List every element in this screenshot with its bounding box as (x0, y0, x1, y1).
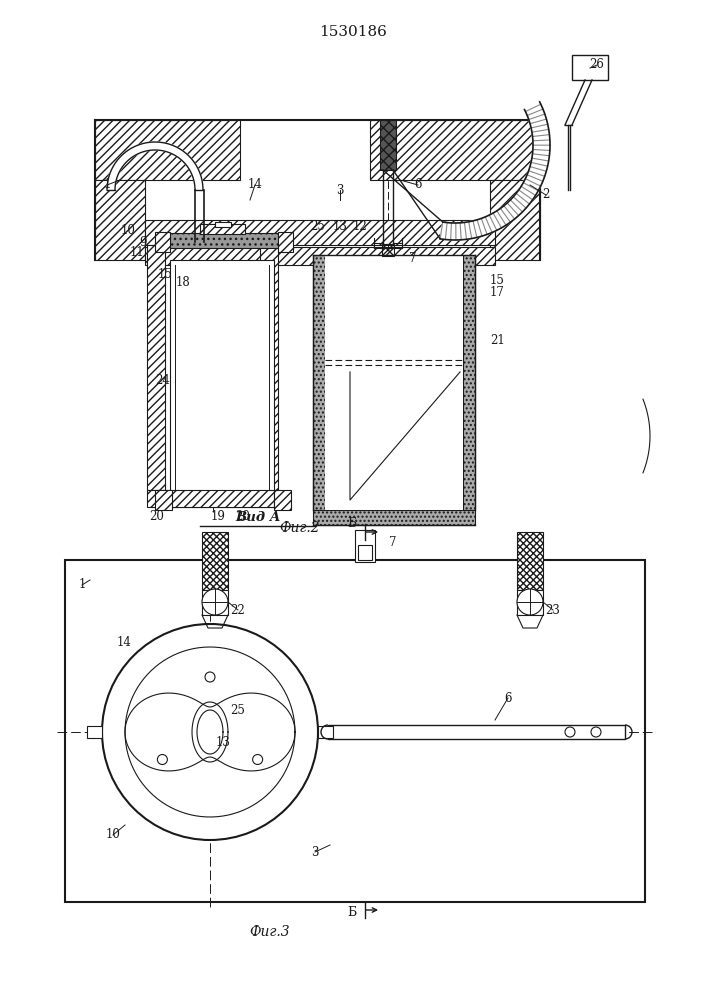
Text: 25: 25 (230, 704, 245, 716)
Bar (355, 530, 375, 562)
Bar (318, 726, 333, 738)
Bar (155, 490, 172, 510)
Text: 1: 1 (78, 578, 86, 591)
Text: 3: 3 (337, 184, 344, 196)
Bar (463, 255, 475, 510)
Bar (95, 120, 240, 180)
Text: 13: 13 (332, 221, 347, 233)
Bar (147, 245, 165, 490)
Text: 7: 7 (390, 536, 397, 548)
Text: 15: 15 (158, 267, 173, 280)
Bar (170, 490, 274, 507)
Polygon shape (350, 370, 455, 500)
Text: Б: Б (347, 906, 356, 919)
Bar (517, 590, 543, 615)
Text: 25: 25 (310, 221, 325, 233)
Polygon shape (107, 142, 203, 190)
Bar (155, 232, 170, 252)
Text: Б: Б (347, 517, 356, 530)
Bar (325, 255, 463, 510)
Bar (274, 490, 291, 510)
Bar (145, 247, 495, 265)
Text: 19: 19 (211, 510, 226, 524)
Circle shape (102, 624, 318, 840)
Polygon shape (440, 102, 550, 240)
Text: 11: 11 (129, 245, 144, 258)
Bar (278, 232, 293, 252)
Bar (382, 244, 394, 256)
Text: 24: 24 (156, 373, 170, 386)
Bar (313, 255, 325, 510)
Text: Фиг.3: Фиг.3 (250, 925, 291, 939)
Text: 1530186: 1530186 (319, 25, 387, 39)
Circle shape (517, 589, 543, 615)
Text: 21: 21 (491, 334, 506, 347)
Text: 13: 13 (216, 736, 230, 748)
Text: 2: 2 (542, 188, 549, 202)
Circle shape (591, 727, 601, 737)
Bar (328, 725, 625, 739)
Bar (260, 245, 278, 490)
Circle shape (202, 589, 228, 615)
Text: 7: 7 (409, 252, 416, 265)
Text: 18: 18 (175, 276, 190, 290)
Text: 12: 12 (353, 221, 368, 233)
Bar (162, 233, 283, 248)
Text: 6: 6 (504, 692, 512, 704)
Text: 20: 20 (235, 510, 250, 524)
Text: 20: 20 (150, 510, 165, 524)
Text: Фиг.2: Фиг.2 (280, 521, 320, 535)
Text: Вид А: Вид А (235, 511, 281, 524)
Bar (170, 260, 274, 495)
Circle shape (158, 754, 168, 764)
Text: 14: 14 (117, 636, 132, 648)
Bar (87, 726, 102, 738)
Bar (202, 590, 228, 615)
Text: 14: 14 (247, 178, 262, 192)
Bar (95, 180, 145, 260)
Bar (147, 490, 278, 507)
Bar (313, 510, 475, 525)
Text: 15: 15 (489, 273, 504, 286)
Bar (517, 532, 543, 590)
Text: 9: 9 (139, 235, 147, 248)
Text: 23: 23 (546, 603, 561, 616)
Text: 6: 6 (414, 178, 422, 192)
Circle shape (565, 727, 575, 737)
Bar (65, 560, 645, 902)
Bar (358, 545, 372, 560)
Text: 26: 26 (590, 58, 604, 72)
Circle shape (205, 672, 215, 682)
Bar (490, 180, 540, 260)
Text: 3: 3 (311, 846, 319, 858)
Bar (215, 222, 231, 227)
Bar (370, 120, 540, 180)
Text: 10: 10 (121, 225, 136, 237)
Text: 17: 17 (489, 286, 504, 300)
Circle shape (252, 755, 262, 764)
Text: 22: 22 (230, 603, 245, 616)
Bar (200, 224, 245, 234)
Bar (202, 532, 228, 590)
Text: 1: 1 (103, 178, 111, 192)
Bar (380, 120, 396, 170)
Bar (572, 55, 608, 80)
Text: 10: 10 (105, 828, 120, 842)
Bar (145, 220, 495, 245)
